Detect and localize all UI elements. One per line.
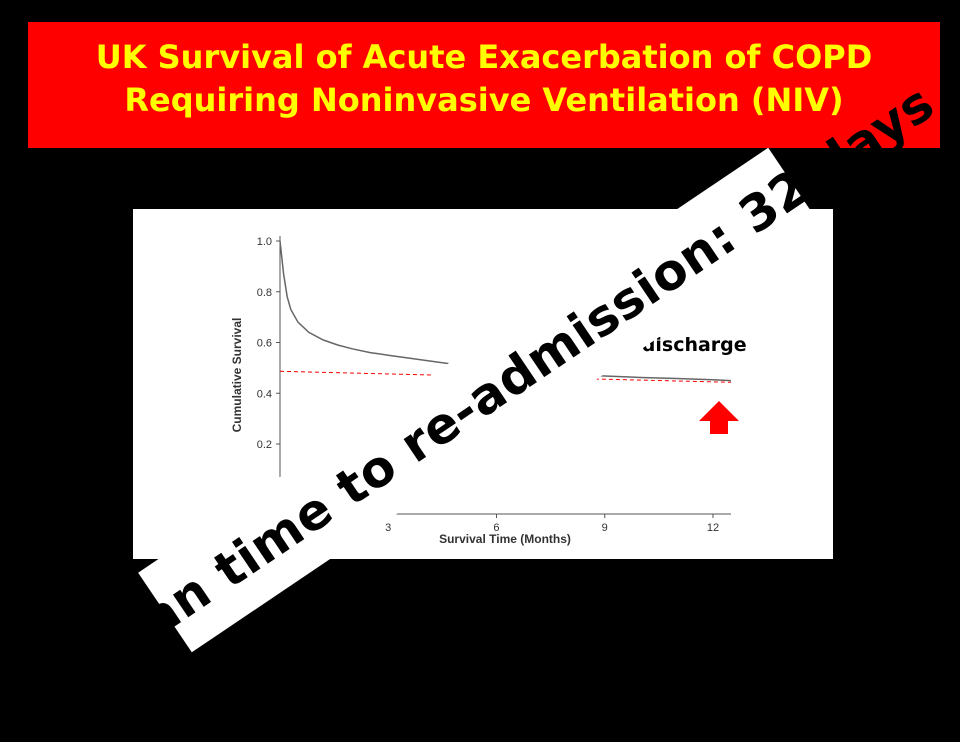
up-arrow-icon [699,401,739,434]
y-tick-label: 0.8 [257,287,272,299]
y-tick-label: 0.4 [257,388,272,400]
survival-curve [279,240,732,382]
x-tick-label: 6 [493,522,499,534]
survival-chart-svg: 0.2 0.4 0.6 0.8 1.0 3 6 9 12 Cumulative Surviva… [230,236,739,546]
y-axis-title: Cumulative Survival [230,318,244,433]
y-axis: 0.2 0.4 0.6 0.8 1.0 [257,236,280,451]
title-line-2: Requiring Noninvasive Ventilation (NIV) [124,81,844,119]
y-tick-label: 0.6 [257,338,272,350]
x-tick-label: 3 [385,522,391,534]
x-axis-title: Survival Time (Months) [439,532,571,546]
x-tick-label: 12 [707,522,719,534]
x-tick-label: 9 [602,522,608,534]
y-tick-label: 0.2 [257,439,272,451]
title-line-1: UK Survival of Acute Exacerbation of COP… [95,38,873,76]
y-tick-label: 1.0 [257,236,272,248]
x-axis: 3 6 9 12 [385,514,719,534]
slide-title: UK Survival of Acute Exacerbation of COP… [28,22,940,148]
